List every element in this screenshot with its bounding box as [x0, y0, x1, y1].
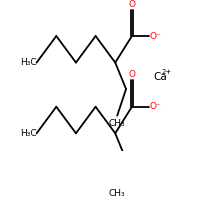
- Text: O⁻: O⁻: [149, 102, 161, 111]
- Text: O: O: [128, 70, 135, 79]
- Text: H₃C: H₃C: [20, 58, 36, 67]
- Text: H₃C: H₃C: [20, 129, 36, 138]
- Text: CH₃: CH₃: [109, 189, 126, 198]
- Text: 2+: 2+: [161, 69, 171, 75]
- Text: O: O: [128, 0, 135, 9]
- Text: O⁻: O⁻: [149, 32, 161, 41]
- Text: Ca: Ca: [153, 72, 167, 82]
- Text: CH₃: CH₃: [109, 119, 126, 128]
